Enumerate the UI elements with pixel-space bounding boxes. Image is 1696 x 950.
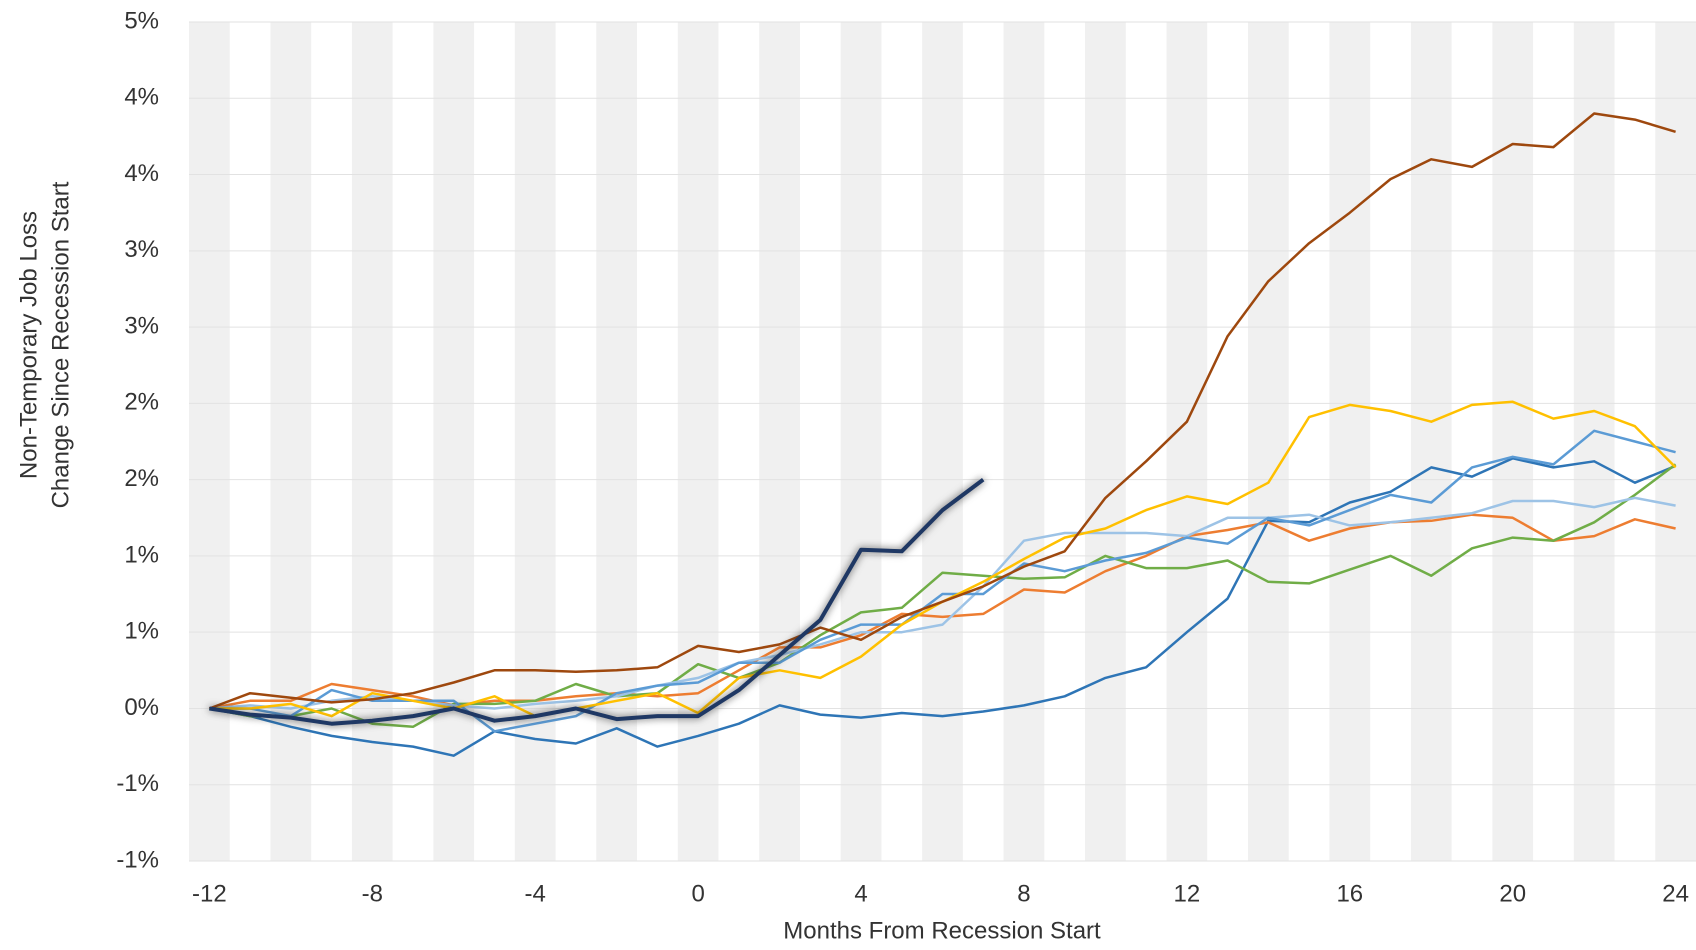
y-tick-label: 4% bbox=[124, 84, 159, 111]
month-stripe bbox=[677, 22, 719, 861]
y-tick-label: 4% bbox=[124, 160, 159, 187]
month-stripe bbox=[433, 22, 475, 861]
month-stripe bbox=[596, 22, 638, 861]
month-stripe bbox=[1247, 22, 1289, 861]
month-stripe bbox=[1329, 22, 1371, 861]
month-stripe bbox=[759, 22, 800, 861]
grid bbox=[189, 21, 1696, 862]
x-tick-label: 0 bbox=[691, 880, 704, 907]
lines bbox=[208, 112, 1677, 757]
month-stripe bbox=[351, 22, 393, 861]
month-stripe bbox=[840, 22, 882, 861]
y-tick-label: 2% bbox=[124, 465, 159, 492]
y-tick-label: 2% bbox=[124, 389, 159, 416]
x-tick-label: 16 bbox=[1336, 880, 1363, 907]
series-line bbox=[208, 112, 1676, 710]
series-line bbox=[209, 496, 1676, 710]
y-axis-label: Non-Temporary Job Loss bbox=[15, 211, 42, 479]
y-tick-label: 0% bbox=[124, 694, 159, 721]
month-stripe bbox=[1410, 22, 1452, 861]
y-tick-label: 1% bbox=[124, 618, 159, 645]
month-stripe bbox=[1166, 22, 1208, 861]
month-stripe bbox=[1085, 22, 1126, 861]
labels: -1% -1% 0% 1% 1% 2% 2% 3% 3% 4% 4% 5% -12 -8 -4 0 4 8 12 16… bbox=[116, 7, 1689, 907]
x-tick-label: 24 bbox=[1662, 880, 1689, 907]
x-tick-label: 20 bbox=[1499, 880, 1526, 907]
series-line bbox=[209, 457, 1677, 757]
x-tick-label: -4 bbox=[525, 880, 546, 907]
x-tick-label: 12 bbox=[1174, 880, 1201, 907]
y-tick-label: -1% bbox=[116, 770, 159, 797]
series-line bbox=[209, 429, 1676, 733]
month-stripe bbox=[189, 22, 230, 861]
x-tick-label: 8 bbox=[1017, 880, 1030, 907]
series-line bbox=[209, 463, 1677, 729]
y-tick-label: -1% bbox=[116, 846, 159, 873]
month-stripe bbox=[1492, 22, 1534, 861]
stripes bbox=[189, 22, 1696, 861]
y-axis-label: Change Since Recession Start bbox=[47, 181, 74, 508]
x-tick-label: -8 bbox=[362, 880, 383, 907]
month-stripe bbox=[922, 22, 963, 861]
y-tick-label: 3% bbox=[124, 312, 159, 339]
series-line bbox=[209, 477, 985, 726]
y-tick-label: 5% bbox=[124, 7, 159, 34]
month-stripe bbox=[1003, 22, 1045, 861]
month-stripe bbox=[270, 22, 312, 861]
x-tick-label: 4 bbox=[854, 880, 867, 907]
month-stripe bbox=[1655, 22, 1696, 861]
y-tick-label: 1% bbox=[124, 541, 159, 568]
x-axis-label: Months From Recession Start bbox=[783, 917, 1101, 944]
y-tick-label: 3% bbox=[124, 236, 159, 263]
x-tick-label: -12 bbox=[192, 880, 227, 907]
